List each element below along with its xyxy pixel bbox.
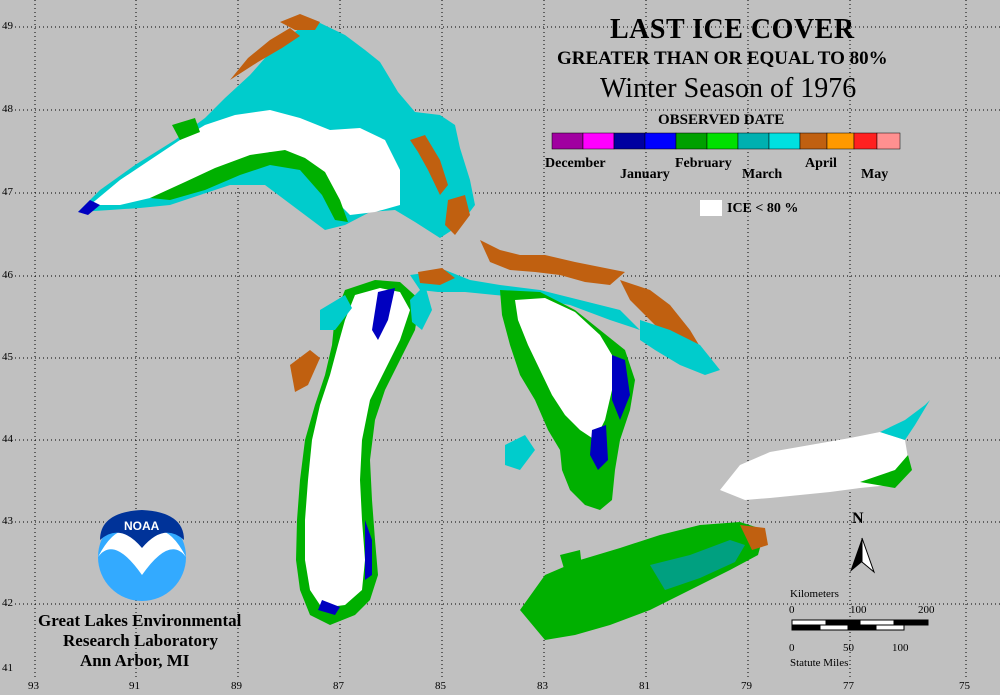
legend-swatch-3	[613, 132, 646, 150]
straits-ice	[410, 268, 640, 330]
lake-michigan	[290, 280, 432, 625]
legend-month-december: December	[545, 156, 606, 171]
legend-swatch-7	[737, 132, 770, 150]
legend-swatch-2	[582, 132, 615, 150]
lat-label-47: 47	[2, 186, 13, 198]
lon-label-83: 83	[537, 680, 548, 692]
map-subtitle: GREATER THAN OR EQUAL TO 80%	[557, 48, 888, 69]
lake-erie	[520, 522, 768, 640]
lat-label-41: 41	[2, 662, 13, 674]
lon-label-93: 93	[28, 680, 39, 692]
lon-label-87: 87	[333, 680, 344, 692]
lon-label-89: 89	[231, 680, 242, 692]
season-label: Winter Season of 1976	[600, 73, 857, 104]
map-title: LAST ICE COVER	[610, 14, 855, 45]
legend-month-april: April	[805, 156, 837, 171]
noaa-logo-text: NOAA	[124, 519, 160, 533]
legend-month-january: January	[620, 167, 670, 182]
lat-label-43: 43	[2, 515, 13, 527]
legend-swatch-10	[826, 132, 855, 150]
lon-label-91: 91	[129, 680, 140, 692]
scale-km-label: Kilometers	[790, 588, 839, 600]
lat-label-48: 48	[2, 103, 13, 115]
lon-label-77: 77	[843, 680, 854, 692]
agency-line-1: Great Lakes Environmental	[38, 611, 242, 630]
lat-label-49: 49	[2, 20, 13, 32]
north-label: N	[852, 510, 864, 527]
scale-km-tick-200: 200	[918, 604, 935, 616]
lon-label-85: 85	[435, 680, 446, 692]
agency-line-2: Research Laboratory	[63, 631, 219, 650]
legend-month-march: March	[742, 167, 783, 182]
lat-label-45: 45	[2, 351, 13, 363]
lon-label-81: 81	[639, 680, 650, 692]
scale-mi-tick-0: 0	[789, 642, 795, 654]
lat-label-46: 46	[2, 269, 13, 281]
legend-color-bar	[551, 132, 901, 150]
legend-heading: OBSERVED DATE	[658, 112, 785, 128]
noaa-logo	[98, 510, 186, 601]
legend-swatch-8	[768, 132, 801, 150]
scale-km-tick-0: 0	[789, 604, 795, 616]
lake-ontario	[720, 400, 930, 500]
scale-bar	[791, 619, 929, 631]
north-arrow	[850, 537, 876, 574]
lake-huron	[500, 290, 720, 510]
legend-swatch-9	[799, 132, 828, 150]
scale-mi-tick-100: 100	[892, 642, 909, 654]
lake-superior	[78, 14, 475, 238]
lat-label-42: 42	[2, 597, 13, 609]
agency-line-3: Ann Arbor, MI	[80, 651, 190, 670]
scale-mi-tick-50: 50	[843, 642, 854, 654]
legend-swatch-5	[675, 132, 708, 150]
lon-label-79: 79	[741, 680, 752, 692]
ice-legend-swatch	[700, 200, 722, 216]
legend-swatch-1	[551, 132, 584, 150]
lon-label-75: 75	[959, 680, 970, 692]
ice-legend-label: ICE < 80 %	[727, 201, 799, 216]
scale-km-tick-100: 100	[850, 604, 867, 616]
legend-month-may: May	[861, 167, 889, 182]
scale-mi-label: Statute Miles	[790, 657, 849, 669]
legend-swatch-12	[876, 132, 901, 150]
legend-swatch-11	[853, 132, 878, 150]
legend-month-february: February	[675, 156, 732, 171]
lat-label-44: 44	[2, 433, 13, 445]
legend-swatch-6	[706, 132, 739, 150]
legend-swatch-4	[644, 132, 677, 150]
